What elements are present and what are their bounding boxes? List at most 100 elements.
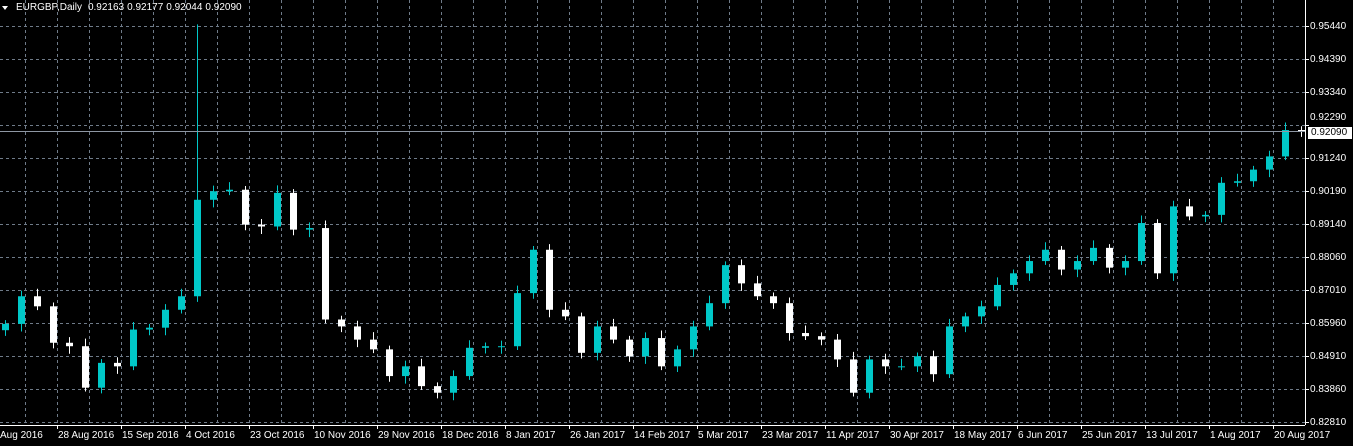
candle-body [18, 296, 25, 324]
candle-body [178, 296, 185, 310]
candle-body [962, 316, 969, 327]
candle-body [642, 338, 649, 357]
candle-body [2, 323, 9, 331]
candle-body [1170, 206, 1177, 274]
candle-body [1186, 206, 1193, 217]
y-tick-label: 0.84910 [1310, 350, 1347, 362]
candle-body [354, 326, 361, 340]
x-tick-label: 29 Nov 2016 [378, 430, 435, 441]
y-tick-label: 0.92290 [1310, 112, 1347, 123]
candle-body [402, 366, 409, 377]
candle-body [1282, 130, 1289, 157]
candle-body [1122, 261, 1129, 268]
candle-body [338, 319, 345, 327]
x-tick-label: 10 Nov 2016 [314, 430, 371, 441]
candle-body [1154, 223, 1161, 274]
candle-body [34, 296, 41, 307]
candle-body [754, 283, 761, 297]
candle-body [706, 303, 713, 327]
candle-body [194, 199, 201, 297]
x-tick-label: 11 Apr 2017 [826, 430, 880, 441]
candle-body [66, 342, 73, 347]
x-tick-label: 30 Apr 2017 [890, 430, 944, 441]
y-tick-label: 0.82810 [1310, 416, 1347, 428]
x-tick-label: 26 Jan 2017 [570, 430, 626, 441]
candle-body [98, 362, 105, 388]
candle-body [482, 346, 489, 348]
candle-body [626, 339, 633, 357]
candle-body [690, 326, 697, 350]
candle-body [1266, 156, 1273, 170]
y-tick-label: 0.90190 [1310, 185, 1347, 197]
x-tick-label: 18 Dec 2016 [442, 430, 499, 441]
candle-body [786, 303, 793, 334]
candle-body [274, 192, 281, 227]
candle-body [562, 309, 569, 317]
candle-body [978, 306, 985, 317]
x-tick-label: 1 Aug 2017 [1210, 430, 1261, 441]
candle-body [610, 326, 617, 340]
candle-body [1042, 249, 1049, 262]
candle-body [226, 189, 233, 192]
candle-body [546, 249, 553, 310]
x-tick-label: 13 Jul 2017 [1146, 430, 1198, 441]
candle-body [1234, 181, 1241, 183]
candle-body [594, 326, 601, 353]
x-tick-label: 8 Jan 2017 [506, 430, 556, 441]
candle-body [434, 386, 441, 393]
candle-body [898, 366, 905, 368]
ohlc-values: 0.92163 0.92177 0.92044 0.92090 [88, 2, 242, 13]
candle-body [1202, 214, 1209, 217]
y-tick-label: 0.93340 [1310, 86, 1347, 98]
candle-body [994, 284, 1001, 307]
candle-body [1026, 261, 1033, 274]
candle-body [466, 347, 473, 377]
candle-body [290, 192, 297, 230]
candle-body [498, 346, 505, 348]
candle-body [1106, 247, 1113, 268]
candle-body [386, 349, 393, 377]
candle-body [1074, 261, 1081, 270]
candle-body [850, 359, 857, 393]
x-tick-label: 25 Jun 2017 [1082, 430, 1138, 441]
x-tick-label: 18 May 2017 [954, 430, 1012, 441]
candle-body [658, 338, 665, 367]
y-tick-label: 0.83860 [1310, 383, 1347, 395]
x-tick-label: Aug 2016 [0, 430, 43, 441]
x-tick-label: 5 Mar 2017 [698, 430, 749, 441]
y-tick-label: 0.85960 [1310, 317, 1347, 329]
x-tick-label: 4 Oct 2016 [186, 430, 235, 441]
x-tick-label: 6 Jun 2017 [1018, 430, 1068, 441]
candle-body [882, 359, 889, 367]
y-tick-label: 0.88060 [1310, 251, 1347, 263]
close-value: 0.92090 [205, 2, 242, 13]
candle-body [802, 333, 809, 337]
candle-body [242, 189, 249, 225]
x-tick-label: 14 Feb 2017 [634, 430, 691, 441]
candle-body [818, 336, 825, 340]
triangle-down-icon[interactable] [2, 5, 8, 10]
candle-body [1058, 249, 1065, 270]
open-value: 0.92163 [87, 2, 125, 13]
candle-body [578, 316, 585, 353]
candle-body [370, 339, 377, 350]
low-value: 0.92044 [166, 2, 203, 13]
candle-body [114, 362, 121, 367]
candle-body [162, 309, 169, 328]
candle-body [1218, 182, 1225, 215]
y-tick-label: 0.89140 [1310, 218, 1347, 230]
candle-body [834, 339, 841, 360]
y-tick-label: 0.94390 [1310, 53, 1347, 65]
candle-body [866, 359, 873, 393]
chart-header: EURGBP,Daily 0.92163 0.92177 0.92044 0.9… [2, 2, 242, 13]
candle-body [530, 249, 537, 294]
candle-body [770, 296, 777, 304]
candle-body [930, 356, 937, 375]
candle-body [1090, 247, 1097, 262]
current-price-label: 0.92090 [1308, 127, 1352, 139]
candle-body [946, 326, 953, 375]
candle-body [82, 346, 89, 388]
candle-body [418, 366, 425, 387]
candle-body [258, 224, 265, 227]
